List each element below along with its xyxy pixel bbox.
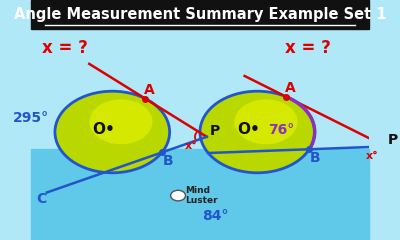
Text: B: B <box>310 151 321 165</box>
Text: O•: O• <box>238 122 260 137</box>
Text: C: C <box>37 192 47 206</box>
Text: O•: O• <box>92 122 115 137</box>
Text: A: A <box>144 83 155 97</box>
Text: x = ?: x = ? <box>285 39 331 57</box>
Text: A: A <box>285 81 296 95</box>
Bar <box>31 0 369 29</box>
Text: x = ?: x = ? <box>42 39 88 57</box>
Bar <box>31 149 369 240</box>
Circle shape <box>89 99 152 144</box>
Text: Mind
Luster: Mind Luster <box>185 186 218 205</box>
Circle shape <box>200 91 315 173</box>
Text: 295°: 295° <box>13 111 49 125</box>
Circle shape <box>55 91 170 173</box>
Text: 76°: 76° <box>268 123 294 137</box>
Text: 84°: 84° <box>202 209 228 223</box>
Circle shape <box>171 190 186 201</box>
Text: Angle Measurement Summary Example Set 1: Angle Measurement Summary Example Set 1 <box>14 7 386 22</box>
Circle shape <box>234 99 298 144</box>
Text: x°: x° <box>366 151 378 161</box>
Text: P: P <box>388 133 398 147</box>
Text: B: B <box>163 154 173 168</box>
Text: x°: x° <box>185 141 198 151</box>
Text: P: P <box>210 124 220 138</box>
